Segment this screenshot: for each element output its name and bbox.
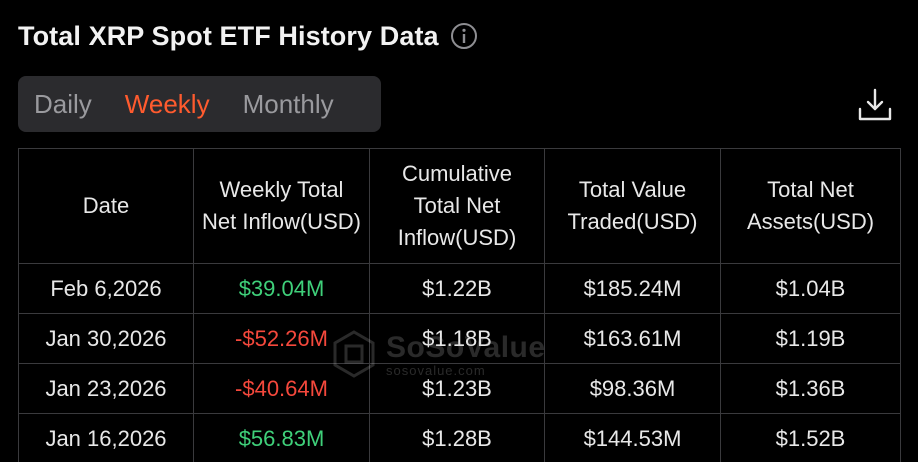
cell-date: Jan 23,2026	[18, 363, 194, 414]
tab-daily[interactable]: Daily	[34, 88, 92, 119]
tab-monthly[interactable]: Monthly	[242, 88, 334, 119]
download-button[interactable]	[856, 86, 894, 124]
column-header-cumulative-net-inflow: Cumulative Total Net Inflow(USD)	[369, 148, 545, 264]
cell-net-assets: $1.36B	[720, 363, 901, 414]
title-row: Total XRP Spot ETF History Data	[18, 14, 479, 58]
period-tabs: Daily Weekly Monthly	[18, 76, 381, 132]
table-row: Feb 6,2026 $39.04M $1.22B $185.24M $1.04…	[18, 263, 901, 314]
cell-weekly-net-inflow: -$52.26M	[193, 313, 370, 364]
column-header-weekly-net-inflow: Weekly Total Net Inflow(USD)	[193, 148, 370, 264]
history-table-container: Date Weekly Total Net Inflow(USD) Cumula…	[18, 148, 901, 462]
cell-net-assets: $1.04B	[720, 263, 901, 314]
column-header-date: Date	[18, 148, 194, 264]
cell-cumulative-net-inflow: $1.22B	[369, 263, 545, 314]
table-header-row: Date Weekly Total Net Inflow(USD) Cumula…	[18, 148, 901, 264]
cell-cumulative-net-inflow: $1.28B	[369, 413, 545, 462]
cell-value-traded: $144.53M	[544, 413, 721, 462]
cell-value-traded: $98.36M	[544, 363, 721, 414]
info-circle-icon[interactable]	[449, 21, 479, 51]
cell-weekly-net-inflow: $39.04M	[193, 263, 370, 314]
table-row: Jan 30,2026 -$52.26M $1.18B $163.61M $1.…	[18, 313, 901, 364]
column-header-net-assets: Total Net Assets(USD)	[720, 148, 901, 264]
tab-weekly[interactable]: Weekly	[124, 88, 210, 119]
cell-net-assets: $1.52B	[720, 413, 901, 462]
page-title: Total XRP Spot ETF History Data	[18, 20, 439, 51]
cell-date: Jan 30,2026	[18, 313, 194, 364]
cell-value-traded: $163.61M	[544, 313, 721, 364]
download-icon	[858, 88, 892, 121]
cell-cumulative-net-inflow: $1.23B	[369, 363, 545, 414]
cell-cumulative-net-inflow: $1.18B	[369, 313, 545, 364]
table-row: Jan 23,2026 -$40.64M $1.23B $98.36M $1.3…	[18, 363, 901, 414]
cell-weekly-net-inflow: -$40.64M	[193, 363, 370, 414]
cell-date: Feb 6,2026	[18, 263, 194, 314]
cell-weekly-net-inflow: $56.83M	[193, 413, 370, 462]
cell-net-assets: $1.19B	[720, 313, 901, 364]
history-table: Date Weekly Total Net Inflow(USD) Cumula…	[18, 148, 901, 462]
column-header-value-traded: Total Value Traded(USD)	[544, 148, 721, 264]
table-row: Jan 16,2026 $56.83M $1.28B $144.53M $1.5…	[18, 413, 901, 462]
cell-value-traded: $185.24M	[544, 263, 721, 314]
cell-date: Jan 16,2026	[18, 413, 194, 462]
